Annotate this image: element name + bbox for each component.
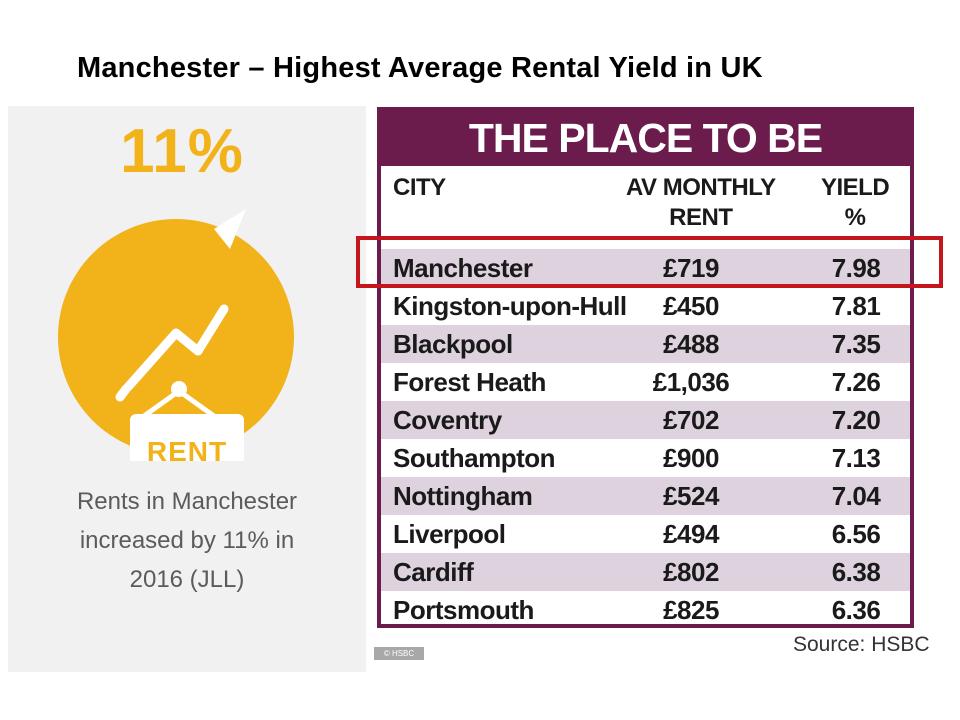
rent-sign-label: RENT (146, 436, 228, 467)
table-row: Portsmouth £825 6.36 (381, 591, 910, 629)
cell-city: Nottingham (393, 481, 533, 511)
table-row: Coventry £702 7.20 (381, 401, 910, 439)
rent-infographic-panel: 11% RENT Rents in Manchester increased b… (8, 106, 366, 672)
table-row: Forest Heath £1,036 7.26 (381, 363, 910, 401)
cell-city: Manchester (393, 253, 533, 283)
cell-yield: 7.20 (831, 405, 881, 435)
table-row: Kingston-upon-Hull £450 7.81 (381, 287, 910, 325)
cell-rent: £494 (663, 519, 719, 549)
cell-rent: £900 (663, 443, 719, 473)
column-header-yield: YIELD % (821, 173, 890, 233)
cell-city: Forest Heath (393, 367, 546, 397)
cell-yield: 7.35 (831, 329, 881, 359)
rent-sign-icon (58, 209, 294, 461)
cell-yield: 7.13 (831, 443, 881, 473)
column-header-yield-line: YIELD (821, 174, 890, 201)
table-row: Nottingham £524 7.04 (381, 477, 910, 515)
page-title: Manchester – Highest Average Rental Yiel… (77, 52, 763, 84)
cell-yield: 7.81 (831, 291, 881, 321)
table-row: Southampton £900 7.13 (381, 439, 910, 477)
highlight-box (356, 236, 943, 288)
cell-rent: £719 (663, 253, 719, 283)
cell-rent: £802 (663, 557, 719, 587)
cell-city: Cardiff (393, 557, 474, 587)
cell-city: Blackpool (393, 329, 513, 359)
column-header-city: CITY (393, 174, 446, 201)
cell-yield: 7.26 (831, 367, 881, 397)
cell-city: Southampton (393, 443, 556, 473)
cell-yield: 7.04 (831, 481, 881, 511)
cell-yield: 6.56 (831, 519, 881, 549)
table-title: THE PLACE TO BE (468, 115, 823, 161)
table-body: CITY AV MONTHLY RENT YIELD % Manchester £… (381, 166, 910, 625)
rental-yield-table: THE PLACE TO BE CITY AV MONTHLY RENT YIE… (377, 107, 914, 628)
cell-rent: £825 (663, 595, 719, 625)
cell-rent: £450 (663, 291, 719, 321)
cell-city: Portsmouth (393, 595, 534, 625)
cell-city: Kingston-upon-Hull (393, 291, 627, 321)
column-header-rent: AV MONTHLY RENT (626, 173, 776, 233)
cell-city: Liverpool (393, 519, 506, 549)
cell-rent: £702 (663, 405, 719, 435)
cell-rent: £524 (663, 481, 719, 511)
caption-line: 2016 (JLL) (129, 566, 245, 593)
caption-line: Rents in Manchester (76, 488, 298, 515)
table-row: Manchester £719 7.98 (381, 249, 910, 287)
column-header-rent-line: AV MONTHLY (626, 174, 776, 201)
cell-yield: 7.98 (831, 253, 881, 283)
table-row: Cardiff £802 6.38 (381, 553, 910, 591)
cell-city: Coventry (393, 405, 502, 435)
cell-rent: £1,036 (652, 367, 730, 397)
table-row: Blackpool £488 7.35 (381, 325, 910, 363)
infographic-caption: Rents in Manchester increased by 11% in … (8, 482, 366, 599)
column-header-rent-line: RENT (669, 204, 733, 231)
copyright-tag: © HSBC (374, 647, 424, 660)
caption-line: increased by 11% in (79, 527, 295, 554)
cell-rent: £488 (663, 329, 719, 359)
rent-increase-percent: 11% (120, 117, 244, 186)
cell-yield: 6.36 (831, 595, 881, 625)
source-note: Source: HSBC (793, 633, 930, 656)
column-header-yield-line: % (844, 204, 866, 231)
table-row: Liverpool £494 6.56 (381, 515, 910, 553)
cell-yield: 6.38 (831, 557, 881, 587)
